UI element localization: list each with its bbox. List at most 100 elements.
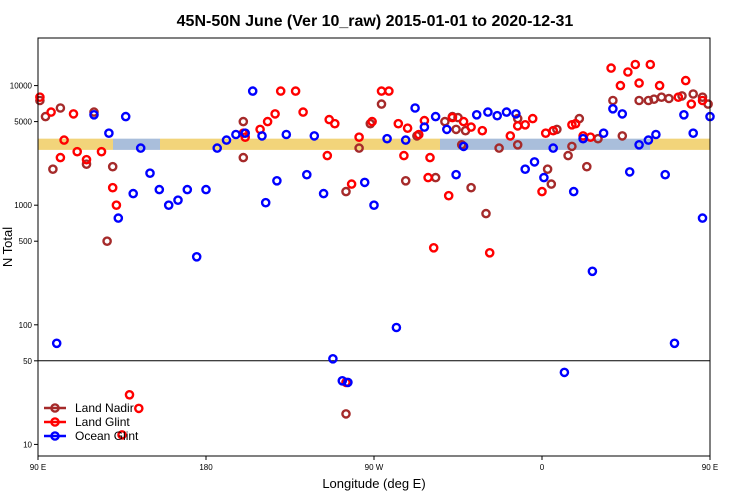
data-point — [430, 111, 441, 122]
data-point — [428, 242, 439, 253]
data-point — [102, 236, 112, 246]
data-point — [481, 208, 491, 219]
data-point — [539, 172, 549, 183]
data-point — [617, 131, 628, 141]
data-point — [568, 186, 579, 197]
data-point — [477, 125, 488, 136]
data-point — [124, 389, 135, 400]
data-point — [606, 63, 616, 73]
data-point — [354, 132, 364, 142]
data-point — [154, 184, 165, 195]
data-point — [634, 95, 644, 106]
data-point — [697, 92, 708, 102]
data-point — [624, 167, 635, 177]
data-point — [393, 118, 404, 129]
data-point — [367, 116, 377, 127]
band-segment — [650, 138, 710, 150]
data-point — [120, 111, 131, 122]
data-point — [441, 124, 452, 135]
data-point — [451, 124, 461, 135]
data-point — [679, 110, 689, 120]
data-point — [376, 99, 387, 109]
data-point — [651, 129, 661, 140]
data-point — [537, 186, 547, 197]
data-point — [309, 131, 320, 141]
data-point — [260, 197, 271, 208]
data-point — [598, 128, 609, 138]
data-point — [81, 154, 92, 165]
data-point — [483, 107, 493, 117]
data-point — [664, 93, 674, 104]
data-point — [471, 110, 482, 120]
y-tick-label: 100 — [19, 321, 33, 330]
legend-label: Ocean Glint — [75, 429, 139, 443]
data-point — [221, 135, 232, 145]
data-point — [511, 109, 521, 119]
data-point — [231, 129, 241, 140]
legend-marker — [50, 431, 60, 441]
data-point — [492, 110, 503, 121]
points-layer — [35, 59, 715, 440]
data-point — [443, 190, 454, 201]
data-point — [587, 266, 598, 277]
data-point — [669, 338, 680, 349]
data-point — [89, 110, 99, 120]
data-point — [275, 86, 286, 96]
data-point — [654, 80, 665, 91]
data-point — [440, 116, 450, 127]
data-point — [240, 128, 250, 138]
data-point — [673, 92, 684, 102]
data-point — [466, 182, 476, 193]
data-point — [133, 403, 144, 414]
data-point — [697, 95, 708, 106]
data-point — [686, 99, 697, 109]
data-point — [425, 152, 435, 163]
data-point — [402, 123, 413, 133]
data-point — [634, 139, 644, 150]
data-point — [81, 159, 92, 169]
data-point — [520, 120, 531, 130]
data-point — [546, 179, 557, 189]
legend-marker — [50, 417, 60, 427]
data-point — [649, 94, 659, 104]
data-point — [376, 86, 387, 96]
data-point — [567, 141, 577, 152]
data-point — [341, 409, 351, 419]
data-point — [400, 175, 411, 186]
x-tick-label: 180 — [199, 463, 213, 472]
data-point — [128, 188, 138, 199]
data-point — [466, 122, 476, 132]
data-point — [72, 146, 82, 157]
data-point — [382, 133, 392, 144]
data-point — [341, 186, 351, 197]
x-tick-label: 0 — [540, 463, 545, 472]
data-point — [290, 86, 301, 96]
data-point — [688, 128, 699, 138]
data-point — [135, 143, 146, 153]
data-point — [55, 103, 66, 113]
data-point — [298, 107, 308, 117]
x-tick-label: 90 E — [702, 463, 718, 472]
data-point — [585, 132, 596, 142]
data-point — [35, 92, 45, 102]
legend-marker — [50, 403, 60, 413]
data-point — [505, 131, 516, 141]
data-point — [107, 161, 118, 172]
data-point — [369, 200, 379, 210]
data-point — [494, 143, 504, 153]
data-point — [540, 128, 551, 138]
data-point — [191, 251, 202, 262]
legend-label: Land Glint — [75, 415, 130, 429]
data-point — [423, 172, 433, 183]
data-point — [346, 179, 357, 189]
data-point — [318, 188, 329, 199]
data-point — [104, 128, 114, 138]
data-point — [578, 133, 588, 144]
data-point — [430, 172, 441, 183]
band-segment — [38, 138, 113, 150]
data-point — [281, 129, 292, 140]
data-point — [262, 116, 273, 127]
data-point — [458, 141, 469, 152]
data-point — [59, 135, 69, 145]
